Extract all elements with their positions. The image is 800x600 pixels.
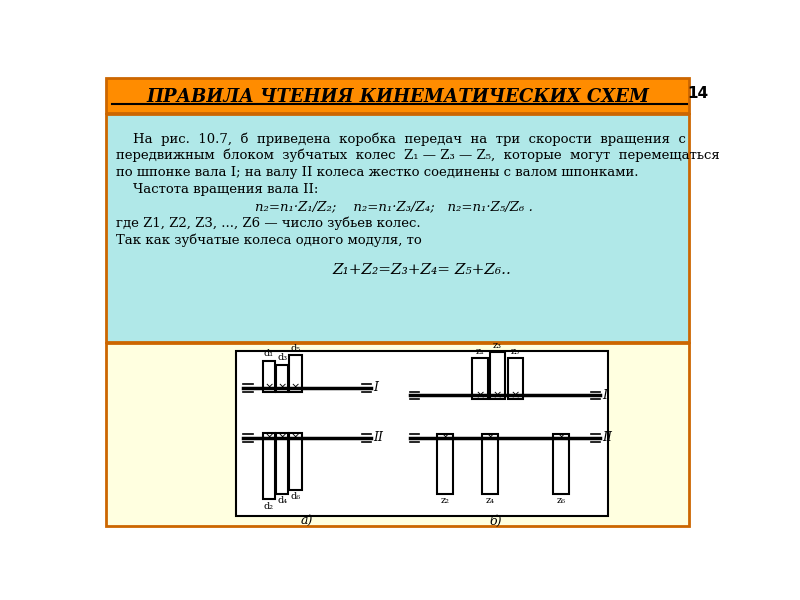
Text: ×: × [264,383,274,392]
Bar [236,351,608,516]
Text: d₄: d₄ [277,496,287,505]
Text: d₅: d₅ [290,344,300,353]
Text: Частота вращения вала II:: Частота вращения вала II: [115,183,318,196]
Text: z₂: z₂ [441,496,450,505]
Text: I: I [602,389,607,402]
Text: ×: × [290,383,300,392]
Bar [289,355,302,392]
Text: z₆: z₆ [557,496,566,505]
Text: где Z1, Z2, Z3, ..., Z6 — число зубьев колес.: где Z1, Z2, Z3, ..., Z6 — число зубьев к… [115,217,420,230]
Text: z₄: z₄ [486,496,494,505]
Text: II: II [602,431,612,444]
Text: n₂=n₁·Z₁/Z₂;    n₂=n₁·Z₃/Z₄;   n₂=n₁·Z₅/Z₆ .: n₂=n₁·Z₁/Z₂; n₂=n₁·Z₃/Z₄; n₂=n₁·Z₅/Z₆ . [255,200,533,213]
Bar [106,343,689,526]
Bar [276,365,288,392]
Text: z₁: z₁ [475,347,484,356]
Text: б): б) [489,515,502,528]
Text: ×: × [278,383,287,392]
Bar [508,358,523,399]
Text: На  рис.  10.7,  б  приведена  коробка  передач  на  три  скорости  вращения  с: На рис. 10.7, б приведена коробка переда… [115,132,686,146]
Text: ×: × [475,391,485,400]
Text: ×: × [557,433,566,443]
Text: Z₁+Z₂=Z₃+Z₄= Z₅+Z₆..: Z₁+Z₂=Z₃+Z₄= Z₅+Z₆.. [333,263,511,277]
Bar [262,361,275,392]
Text: ×: × [485,433,494,443]
Text: Так как зубчатые колеса одного модуля, то: Так как зубчатые колеса одного модуля, т… [115,234,422,247]
Bar [106,78,689,113]
Bar [482,434,498,494]
Text: 14: 14 [687,86,708,101]
Text: ×: × [493,391,502,400]
Text: z₅: z₅ [511,347,520,356]
Text: передвижным  блоком  зубчатых  колес  Z₁ — Z₃ — Z₅,  которые  могут  перемещатьс: передвижным блоком зубчатых колес Z₁ — Z… [115,149,719,163]
Bar [472,358,487,399]
Bar [262,433,275,499]
Text: а): а) [301,515,313,528]
Text: II: II [374,431,383,444]
Text: I: I [374,381,378,394]
Bar [276,433,288,494]
Text: z₃: z₃ [493,341,502,350]
Text: по шпонке вала I; на валу II колеса жестко соединены с валом шпонками.: по шпонке вала I; на валу II колеса жест… [115,166,638,179]
Text: d₁: d₁ [264,349,274,358]
Text: d₂: d₂ [264,502,274,511]
Text: ×: × [510,391,520,400]
Text: ×: × [440,433,450,443]
Text: ПРАВИЛА ЧТЕНИЯ КИНЕМАТИЧЕСКИХ СХЕМ: ПРАВИЛА ЧТЕНИЯ КИНЕМАТИЧЕСКИХ СХЕМ [146,88,649,106]
Text: d₆: d₆ [290,493,301,502]
Bar [289,433,302,490]
Bar [106,115,689,341]
Bar [554,434,569,494]
Bar [437,434,453,494]
Text: ×: × [264,433,274,443]
Text: ×: × [290,433,300,443]
Text: d₃: d₃ [277,353,287,362]
Bar [490,352,506,399]
Text: ×: × [278,433,287,443]
